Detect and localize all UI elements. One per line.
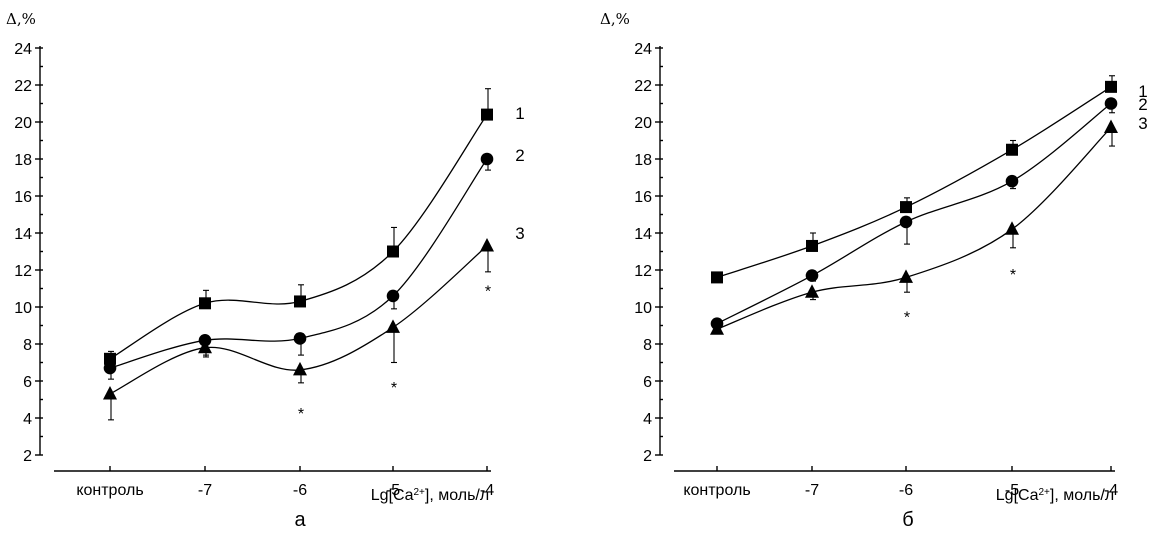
y-tick-label: 4 <box>643 411 652 428</box>
significance-mark: * <box>485 284 491 301</box>
data-point <box>199 297 211 310</box>
y-axis-label: Δ,% <box>600 10 630 28</box>
series-2: 2 <box>710 95 1148 330</box>
significance-mark: * <box>298 406 304 423</box>
y-tick-label: 12 <box>14 263 32 280</box>
y-tick-label: 22 <box>14 78 32 95</box>
x-tick-label: -7 <box>198 482 212 499</box>
axes <box>35 46 491 472</box>
y-tick-label: 24 <box>634 41 652 58</box>
y-tick-label: 16 <box>14 189 32 206</box>
x-tick-label: контроль <box>683 482 750 499</box>
significance-mark: * <box>904 310 910 327</box>
data-point <box>1005 174 1019 188</box>
data-point <box>711 271 723 284</box>
data-point <box>899 269 913 283</box>
x-tick-label: -4 <box>480 482 494 499</box>
x-axis-label: Lg[Ca2+], моль/л <box>996 487 1114 504</box>
panel-label: б <box>902 509 913 531</box>
y-tick-label: 22 <box>634 78 652 95</box>
data-point <box>293 332 307 345</box>
x-tick-label: контроль <box>76 482 143 499</box>
data-point <box>1104 97 1118 110</box>
series-label: 2 <box>1138 95 1147 114</box>
x-tick-label: -7 <box>805 482 819 499</box>
series-1: 1 <box>104 88 525 365</box>
y-tick-label: 18 <box>634 152 652 169</box>
data-point <box>1104 119 1118 134</box>
data-point <box>1105 80 1117 93</box>
y-tick-label: 2 <box>23 448 32 465</box>
y-tick-label: 10 <box>634 300 652 317</box>
y-tick-label: 2 <box>643 448 652 465</box>
series-line <box>109 158 488 369</box>
data-point <box>805 269 819 282</box>
y-tick-label: 16 <box>634 189 652 206</box>
significance-mark: * <box>391 380 397 397</box>
series-line <box>716 102 1112 325</box>
data-point <box>103 361 117 375</box>
data-point <box>1006 143 1018 156</box>
data-point <box>806 239 818 252</box>
y-tick-label: 14 <box>14 226 32 243</box>
y-tick-label: 6 <box>23 374 32 391</box>
series-line <box>109 114 488 360</box>
x-tick-label: -5 <box>386 482 400 499</box>
y-tick-label: 20 <box>14 115 32 132</box>
y-axis-label: Δ,% <box>6 10 36 28</box>
y-tick-label: 18 <box>14 152 32 169</box>
y-tick-label: 14 <box>634 226 652 243</box>
data-point <box>198 339 212 354</box>
data-point <box>481 108 493 121</box>
axes <box>655 46 1115 472</box>
series-label: 3 <box>515 224 524 243</box>
series-3: 3 <box>710 114 1148 335</box>
series-3: 3 <box>103 224 525 421</box>
data-point <box>1005 221 1019 235</box>
series-2: 2 <box>103 146 525 380</box>
significance-mark: * <box>1010 267 1016 284</box>
y-tick-label: 8 <box>643 337 652 354</box>
data-point <box>899 215 913 229</box>
y-tick-label: 24 <box>14 41 32 58</box>
series-line <box>716 127 1112 330</box>
x-tick-label: -4 <box>1104 482 1118 499</box>
data-point <box>386 319 400 333</box>
y-tick-label: 4 <box>23 411 32 428</box>
data-point <box>104 352 116 365</box>
x-tick-label: -6 <box>293 482 307 499</box>
data-point <box>900 201 912 214</box>
panel-label: а <box>294 509 306 531</box>
data-point <box>293 361 307 376</box>
series-label: 1 <box>1138 82 1147 101</box>
y-tick-label: 12 <box>634 263 652 280</box>
series-1: 1 <box>711 75 1148 284</box>
data-point <box>387 245 399 258</box>
data-point <box>710 321 724 335</box>
data-point <box>103 385 117 400</box>
series-label: 3 <box>1138 114 1147 133</box>
x-tick-label: -5 <box>1005 482 1019 499</box>
data-point <box>294 295 306 308</box>
series-label: 2 <box>515 146 524 165</box>
y-tick-label: 20 <box>634 115 652 132</box>
data-point <box>805 284 819 298</box>
x-tick-label: -6 <box>899 482 913 499</box>
series-label: 1 <box>515 104 524 123</box>
data-point <box>386 289 400 303</box>
x-axis-label: Lg[Ca2+], моль/л <box>371 487 489 504</box>
data-point <box>480 152 494 166</box>
y-tick-label: 10 <box>14 300 32 317</box>
series-line <box>716 86 1112 279</box>
y-tick-label: 8 <box>23 337 32 354</box>
data-point <box>480 237 494 252</box>
y-tick-label: 6 <box>643 374 652 391</box>
